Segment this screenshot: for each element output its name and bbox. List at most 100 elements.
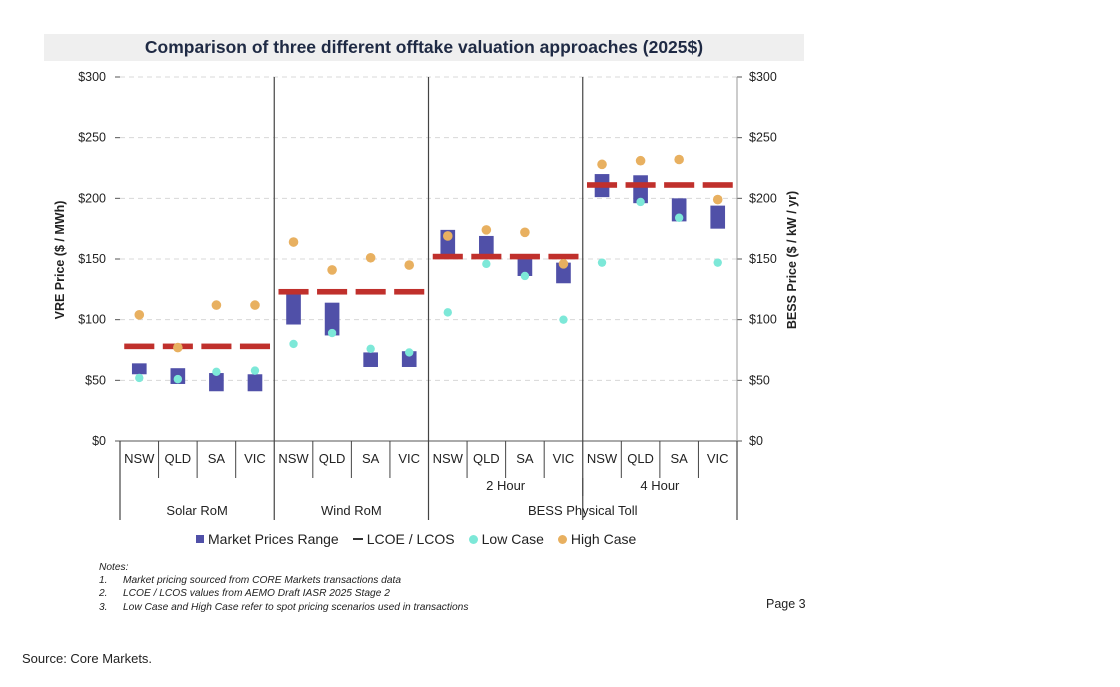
legend-item: Market Prices Range <box>196 531 339 547</box>
right-tick-label: $200 <box>749 191 777 205</box>
low-case-dot <box>327 328 337 338</box>
left-y-axis-ticks: $0 $50 $100 $150 $200 $250 $300 <box>78 70 106 448</box>
market-range-bar <box>671 198 687 222</box>
category-labels: NSW QLD SA VIC NSW QLD SA VIC NSW QLD SA VIC NSW QLD S… <box>124 451 728 518</box>
high-case-dot <box>442 231 453 241</box>
note-3: 3. Low Case and High Case refer to spot p… <box>99 601 468 614</box>
group-label: Wind RoM <box>321 503 382 518</box>
lcoe-dash <box>625 182 656 188</box>
market-range-bar <box>324 302 340 336</box>
left-tick-label: $250 <box>78 131 106 145</box>
category-label: QLD <box>164 451 191 466</box>
low-case-dot <box>135 373 144 383</box>
note-1-text: Market pricing sourced from CORE Markets… <box>123 575 401 587</box>
category-label: QLD <box>473 451 500 466</box>
note-1-num: 1. <box>99 575 108 587</box>
notes-heading: Notes: <box>99 562 129 573</box>
high-case-dot <box>404 260 415 270</box>
low-case-dot <box>212 367 221 377</box>
left-tick-label: $100 <box>78 313 106 327</box>
right-tick-label: $300 <box>749 70 777 84</box>
high-case-dot <box>597 159 607 170</box>
market-range-bar <box>556 262 571 284</box>
right-y-axis-ticks: $0 $50 $100 $150 $200 $250 $300 <box>749 70 777 448</box>
high-case-dot <box>250 300 260 310</box>
lcoe-dash <box>278 288 309 295</box>
low-case-dot <box>636 197 645 207</box>
high-case-dot <box>558 259 569 269</box>
subgroup-label: 4 Hour <box>640 478 680 493</box>
right-tick-label: $0 <box>749 434 763 448</box>
low-case-dot <box>173 374 183 384</box>
category-label: NSW <box>278 451 309 466</box>
low-case-dot <box>520 271 530 281</box>
legend-label: Market Prices Range <box>208 531 339 547</box>
low-case-dot <box>443 308 452 317</box>
high-case-dot <box>365 252 376 263</box>
lcoe-dash <box>509 253 540 260</box>
case-dots <box>134 154 723 384</box>
high-case-dot <box>674 154 684 165</box>
chart-canvas: $0 $50 $100 $150 $200 $250 $300 $0 $50 $100 $150 $… <box>53 70 799 520</box>
notes: Notes: 1. Market pricing sourced from COR… <box>99 561 468 614</box>
market-range-bar <box>209 373 224 392</box>
low-case-dot <box>597 258 607 267</box>
market-range-bar <box>710 205 726 229</box>
left-tick-label: $200 <box>78 191 106 205</box>
note-3-num: 3. <box>99 601 108 613</box>
category-label: NSW <box>124 451 155 466</box>
legend-item: LCOE / LCOS <box>352 531 455 547</box>
category-label: SA <box>670 451 688 466</box>
category-label: SA <box>362 451 380 466</box>
low-case-dot <box>482 259 491 269</box>
category-label: VIC <box>398 451 420 466</box>
market-range-bar <box>131 363 147 375</box>
category-label: NSW <box>433 451 464 466</box>
note-2-num: 2. <box>99 588 108 600</box>
category-label: VIC <box>707 451 729 466</box>
market-range-bar <box>479 235 494 256</box>
left-tick-label: $150 <box>78 252 106 266</box>
legend-dot-swatch <box>468 534 478 544</box>
category-label: SA <box>208 451 226 466</box>
lcoe-dash <box>432 253 463 260</box>
source-caption: Source: Core Markets. <box>22 651 153 666</box>
chart-title-bar: Comparison of three different offtake va… <box>44 34 804 61</box>
right-tick-label: $150 <box>749 252 777 266</box>
low-case-dot <box>366 344 375 353</box>
market-range-bar <box>363 352 378 367</box>
right-tick-label: $250 <box>749 131 777 145</box>
lcoe-dash <box>586 182 618 188</box>
legend-bar-swatch <box>196 535 204 543</box>
low-case-dot <box>289 339 298 349</box>
lcoe-dash <box>201 343 232 350</box>
low-case-dot <box>250 366 260 375</box>
lcoe-dash <box>471 253 502 260</box>
market-range-bar <box>247 374 263 392</box>
lcoe-dash <box>548 253 579 260</box>
high-case-dot <box>520 227 530 238</box>
category-label: NSW <box>587 451 618 466</box>
legend-dot-swatch <box>557 534 567 544</box>
note-2-text: LCOE / LCOS values from AEMO Draft IASR … <box>123 588 390 600</box>
market-range-bars <box>131 174 726 392</box>
group-separators <box>119 77 738 520</box>
lcoe-dashes <box>124 182 733 350</box>
high-case-dot <box>211 300 222 310</box>
page-number: Page 3 <box>766 597 806 611</box>
low-case-dot <box>713 258 722 267</box>
legend: Market Prices Range LCOE / LCOS Low Case Hi… <box>196 531 636 547</box>
right-y-axis-title: BESS Price ($ / kW / yr) <box>785 191 799 329</box>
right-tick-label: $100 <box>749 313 777 327</box>
high-case-dot <box>481 225 492 235</box>
subgroup-label: 2 Hour <box>486 478 526 493</box>
high-case-dot <box>288 237 299 247</box>
left-tick-label: $50 <box>85 373 106 387</box>
legend-dash-swatch <box>352 538 363 540</box>
low-case-dot <box>559 315 568 324</box>
right-tick-label: $50 <box>749 373 770 387</box>
note-1: 1. Market pricing sourced from CORE Marke… <box>99 574 468 587</box>
category-label: QLD <box>627 451 654 466</box>
high-case-dot <box>134 310 145 320</box>
lcoe-dash <box>239 343 271 350</box>
